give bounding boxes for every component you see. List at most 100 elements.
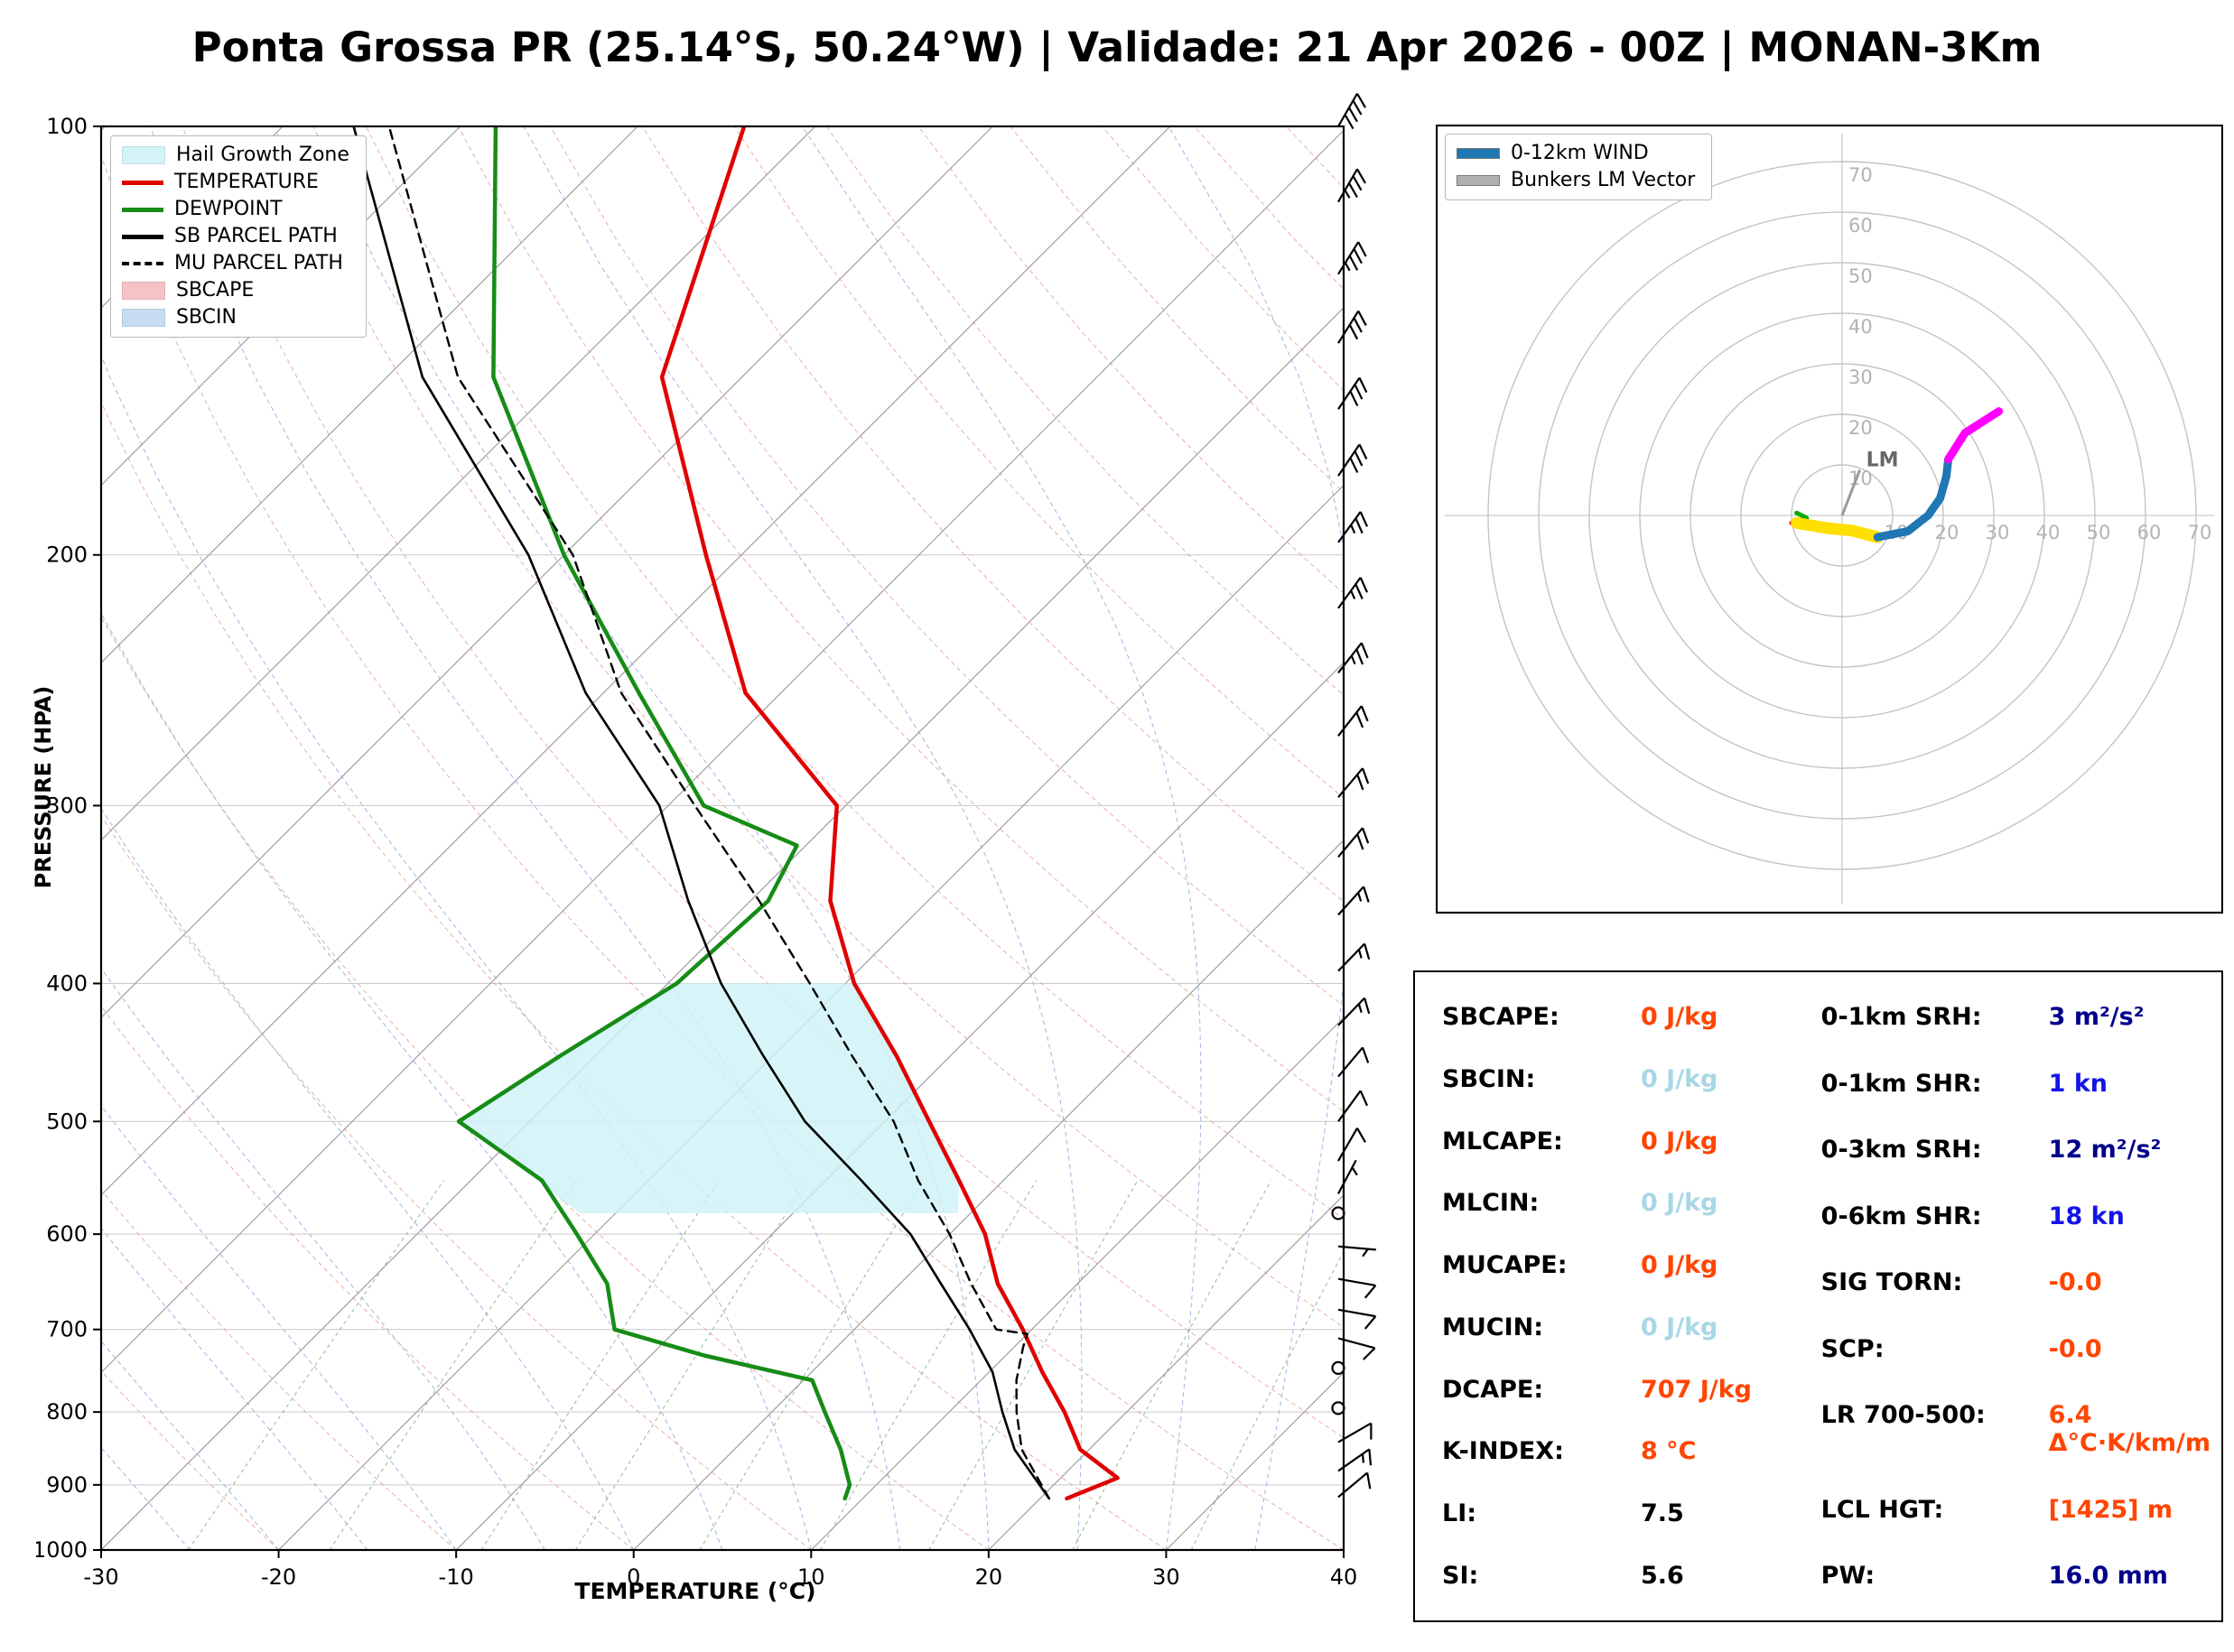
mu-parcel-swatch (122, 262, 163, 265)
legend-label: MU PARCEL PATH (174, 252, 343, 274)
index-row-dcape: DCAPE: 707 J/kg (1442, 1375, 1752, 1404)
legend-label: Hail Growth Zone (176, 144, 349, 166)
svg-text:200: 200 (46, 543, 88, 568)
indices-table: SBCAPE: 0 J/kg SBCIN: 0 J/kg MLCAPE: 0 J/kg… (1413, 970, 2223, 1622)
legend-item-dewpoint: DEWPOINT (122, 200, 349, 219)
skewt-legend: Hail Growth Zone TEMPERATURE DEWPOINT SB… (110, 135, 367, 338)
index-row-mucape: MUCAPE: 0 J/kg (1442, 1251, 1718, 1280)
svg-text:100: 100 (46, 114, 88, 139)
legend-item-sb-parcel: SB PARCEL PATH (122, 227, 349, 246)
indices-left-column: SBCAPE: 0 J/kg SBCIN: 0 J/kg MLCAPE: 0 J/kg… (1442, 1003, 1821, 1590)
temperature-axis-label: TEMPERATURE (°C) (574, 1578, 816, 1604)
index-row-shr06: 0-6km SHR: 18 kn (1820, 1202, 2125, 1230)
temperature-swatch (122, 180, 163, 185)
index-row-srh03: 0-3km SRH: 12 m²/s² (1820, 1136, 2162, 1164)
pw-value: 16.0 mm (2048, 1562, 2168, 1590)
svg-text:300: 300 (46, 793, 88, 818)
legend-label: Bunkers LM Vector (1511, 169, 1696, 191)
svg-text:700: 700 (46, 1317, 88, 1342)
legend-label: 0-12km WIND (1511, 142, 1649, 164)
sigtorn-value: -0.0 (2048, 1268, 2102, 1296)
mlcin-value: 0 J/kg (1641, 1189, 1718, 1218)
legend-label: SBCIN (176, 306, 237, 329)
bunkers-lm-swatch (1457, 175, 1500, 186)
legend-label: TEMPERATURE (174, 171, 319, 193)
svg-text:1000: 1000 (36, 1537, 88, 1563)
svg-text:70: 70 (1848, 164, 1873, 186)
index-row-srh01: 0-1km SRH: 3 m²/s² (1820, 1003, 2145, 1031)
mlcape-value: 0 J/kg (1641, 1127, 1718, 1155)
svg-text:10: 10 (797, 1564, 825, 1590)
svg-text:40: 40 (1848, 316, 1873, 338)
svg-text:50: 50 (2087, 522, 2111, 543)
svg-text:0: 0 (627, 1564, 640, 1590)
index-row-shr01: 0-1km SHR: 1 kn (1820, 1069, 2108, 1098)
legend-item-mu-parcel: MU PARCEL PATH (122, 254, 349, 274)
legend-label: SB PARCEL PATH (174, 225, 338, 247)
legend-item-0-12km-wind: 0-12km WIND (1457, 144, 1695, 163)
hodograph-legend: 0-12km WIND Bunkers LM Vector (1445, 134, 1713, 200)
svg-text:-20: -20 (261, 1564, 296, 1590)
svg-text:600: 600 (46, 1221, 88, 1247)
svg-text:-30: -30 (83, 1564, 118, 1590)
svg-text:800: 800 (46, 1399, 88, 1425)
mucape-value: 0 J/kg (1641, 1251, 1718, 1280)
index-row-mucin: MUCIN: 0 J/kg (1442, 1313, 1718, 1341)
li-value: 7.5 (1641, 1499, 1684, 1528)
svg-text:20: 20 (1935, 522, 1959, 543)
dewpoint-swatch (122, 207, 163, 212)
index-row-sbcin: SBCIN: 0 J/kg (1442, 1064, 1718, 1093)
svg-text:30: 30 (1152, 1564, 1180, 1590)
svg-text:LM: LM (1866, 450, 1899, 472)
index-row-lclhgt: LCL HGT: [1425] m (1820, 1495, 2173, 1524)
srh01-value: 3 m²/s² (2048, 1003, 2145, 1031)
svg-text:40: 40 (2036, 522, 2061, 543)
pressure-axis-label: PRESSURE (HPA) (31, 685, 56, 889)
legend-item-hail-growth-zone: Hail Growth Zone (122, 145, 349, 165)
index-row-lr700500: LR 700-500: 6.4 Δ°C·K/km/m (1820, 1401, 2211, 1457)
svg-text:50: 50 (1848, 265, 1873, 287)
legend-item-sbcape: SBCAPE (122, 281, 349, 301)
index-row-mlcin: MLCIN: 0 J/kg (1442, 1189, 1718, 1218)
sbcape-value: 0 J/kg (1641, 1003, 1718, 1031)
page-title: Ponta Grossa PR (25.14°S, 50.24°W) | Val… (191, 23, 2043, 71)
sb-parcel-swatch (122, 234, 163, 239)
svg-text:30: 30 (1848, 367, 1873, 388)
mucin-value: 0 J/kg (1641, 1313, 1718, 1341)
svg-text:400: 400 (46, 970, 88, 996)
svg-text:60: 60 (2137, 522, 2162, 543)
srh03-value: 12 m²/s² (2048, 1136, 2162, 1164)
index-row-mlcape: MLCAPE: 0 J/kg (1442, 1127, 1718, 1155)
svg-text:20: 20 (1848, 417, 1873, 439)
svg-text:20: 20 (975, 1564, 1003, 1590)
sbcape-swatch (122, 282, 165, 300)
index-row-kindex: K-INDEX: 8 °C (1442, 1437, 1697, 1466)
legend-item-temperature: TEMPERATURE (122, 172, 349, 192)
svg-text:-10: -10 (439, 1564, 474, 1590)
legend-item-bunkers-lm: Bunkers LM Vector (1457, 171, 1695, 190)
dcape-value: 707 J/kg (1641, 1375, 1752, 1404)
lclhgt-value: [1425] m (2048, 1495, 2173, 1524)
lr700500-value: 6.4 Δ°C·K/km/m (2048, 1401, 2211, 1457)
kindex-value: 8 °C (1641, 1437, 1697, 1466)
indices-right-column: 0-1km SRH: 3 m²/s² 0-1km SHR: 1 kn 0-3km S… (1821, 1003, 2211, 1590)
shr06-value: 18 kn (2048, 1202, 2125, 1230)
index-row-pw: PW: 16.0 mm (1820, 1562, 2168, 1590)
hail-zone-swatch (122, 146, 165, 164)
svg-text:500: 500 (46, 1109, 88, 1134)
index-row-li: LI: 7.5 (1442, 1499, 1684, 1528)
svg-text:900: 900 (46, 1472, 88, 1498)
index-row-sigtorn: SIG TORN: -0.0 (1820, 1268, 2102, 1296)
svg-text:30: 30 (1986, 522, 2010, 543)
wind-trace-swatch (1457, 148, 1500, 159)
index-row-sbcape: SBCAPE: 0 J/kg (1442, 1003, 1718, 1031)
sbcin-swatch (122, 309, 165, 327)
svg-text:70: 70 (2188, 522, 2212, 543)
svg-text:40: 40 (1330, 1564, 1358, 1590)
scp-value: -0.0 (2048, 1334, 2102, 1363)
sbcin-value: 0 J/kg (1641, 1064, 1718, 1093)
legend-label: SBCAPE (176, 279, 255, 302)
